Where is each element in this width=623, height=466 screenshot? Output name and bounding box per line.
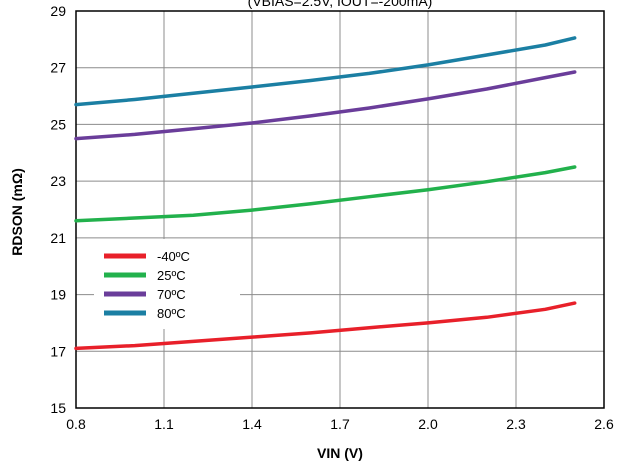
chart-subtitle: (VBIAS=2.5V, IOUT=-200mA) <box>248 0 433 9</box>
legend-label: -40ºC <box>157 249 190 264</box>
x-axis-label: VIN (V) <box>317 445 363 461</box>
y-tick-label: 17 <box>50 343 66 359</box>
y-tick-label: 15 <box>50 400 66 416</box>
x-tick-label: 2.0 <box>418 416 438 432</box>
y-tick-label: 23 <box>50 173 66 189</box>
x-tick-label: 2.3 <box>506 416 526 432</box>
series-line <box>74 70 577 141</box>
legend-label: 70ºC <box>157 287 186 302</box>
y-tick-label: 29 <box>50 3 66 19</box>
y-tick-labels: 15 17 19 21 23 25 27 29 <box>50 3 66 416</box>
y-tick-label: 25 <box>50 116 66 132</box>
y-tick-label: 21 <box>50 230 66 246</box>
grid <box>75 10 605 409</box>
series-line <box>74 36 577 107</box>
y-tick-label: 19 <box>50 287 66 303</box>
y-axis-label: RDSON (mΩ) <box>9 168 25 255</box>
plot-area <box>75 10 605 409</box>
series-lines <box>74 36 577 351</box>
x-tick-labels: 0.8 1.1 1.4 1.7 2.0 2.3 2.6 <box>66 416 614 432</box>
x-tick-label: 1.1 <box>154 416 174 432</box>
x-tick-label: 1.4 <box>242 416 262 432</box>
y-tick-label: 27 <box>50 60 66 76</box>
x-tick-label: 2.6 <box>594 416 614 432</box>
x-tick-label: 0.8 <box>66 416 86 432</box>
x-tick-label: 1.7 <box>330 416 350 432</box>
legend: -40ºC 25ºC 70ºC 80ºC <box>94 239 240 329</box>
legend-label: 25ºC <box>157 268 186 283</box>
series-line <box>74 301 577 351</box>
series-line <box>74 165 577 223</box>
legend-label: 80ºC <box>157 306 186 321</box>
